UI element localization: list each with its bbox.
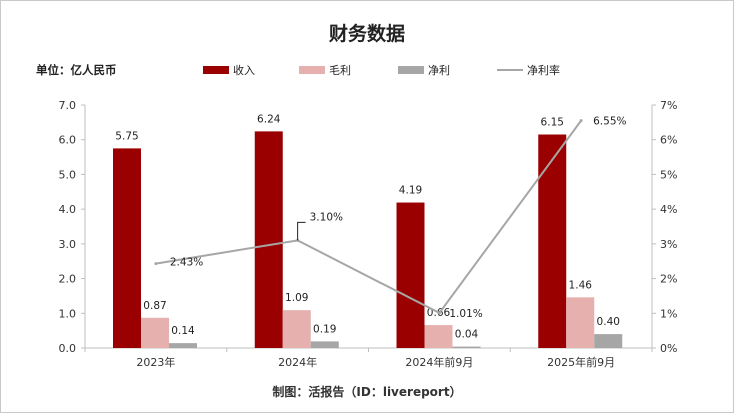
net-margin-data-label: 6.55%: [593, 116, 626, 128]
bar-data-label: 0.19: [313, 323, 336, 335]
legend-swatch: [203, 66, 229, 74]
y-left-tick-label: 6.0: [59, 134, 77, 147]
bar-data-label: 5.75: [115, 130, 138, 142]
x-tick-label: 2023年: [136, 355, 175, 369]
bar-net_profit: [310, 341, 339, 348]
bar-revenue: [538, 134, 567, 348]
net-margin-data-label: 3.10%: [310, 211, 343, 223]
net-margin-point: [579, 119, 583, 123]
y-right-tick-label: 3%: [660, 238, 677, 251]
legend-label: 收入: [233, 63, 255, 77]
y-left-tick-label: 0.0: [59, 342, 77, 355]
legend-swatch: [398, 66, 424, 74]
unit-label: 单位：亿人民币: [36, 63, 117, 77]
y-right-tick-label: 5%: [660, 168, 677, 181]
y-left-tick-label: 4.0: [59, 203, 77, 216]
bar-revenue: [113, 148, 141, 348]
bar-data-label: 0.04: [455, 329, 479, 341]
net-margin-line: [155, 120, 582, 315]
net-margin-data-label: 2.43%: [170, 257, 203, 269]
bar-data-label: 6.15: [541, 117, 564, 129]
bar-data-label: 6.24: [257, 113, 281, 125]
net-margin-point: [437, 311, 441, 315]
bar-data-label: 4.19: [399, 185, 422, 197]
x-tick-label: 2025年前9月: [547, 355, 615, 369]
legend-label: 净利: [428, 63, 450, 77]
y-left-tick-label: 2.0: [59, 273, 77, 286]
y-right-tick-label: 6%: [660, 134, 677, 147]
chart-title: 财务数据: [328, 23, 405, 45]
bar-data-label: 1.09: [285, 292, 308, 304]
x-tick-label: 2024年: [278, 355, 317, 369]
bar-net_profit: [594, 334, 623, 348]
y-left-tick-label: 1.0: [59, 307, 77, 320]
bar-net_profit: [452, 346, 481, 348]
y-right-tick-label: 0%: [660, 342, 677, 355]
bar-gross_profit: [424, 325, 453, 348]
net-margin-label-leader: [297, 221, 306, 241]
y-right-tick-label: 2%: [660, 273, 677, 286]
y-left-tick-label: 3.0: [59, 238, 77, 251]
legend-label: 净利率: [527, 63, 560, 77]
bar-data-label: 0.14: [171, 325, 195, 337]
bar-data-label: 1.46: [569, 279, 593, 291]
bar-gross_profit: [282, 310, 311, 348]
y-left-tick-label: 7.0: [59, 99, 77, 112]
bar-gross_profit: [141, 317, 169, 348]
chart-footer: 制图：活报告（ID：livereport）: [272, 385, 462, 399]
bar-data-label: 0.87: [143, 300, 166, 312]
legend-label: 毛利: [329, 64, 351, 77]
net-margin-data-label: 1.01%: [449, 308, 482, 320]
y-right-tick-label: 7%: [660, 99, 677, 112]
y-right-tick-label: 1%: [660, 307, 677, 320]
bar-revenue: [254, 131, 283, 348]
net-margin-point: [154, 262, 158, 266]
bar-gross_profit: [566, 297, 595, 348]
y-right-tick-label: 4%: [660, 203, 677, 216]
x-tick-label: 2024年前9月: [405, 355, 473, 369]
bar-revenue: [396, 202, 425, 348]
y-left-tick-label: 5.0: [59, 168, 77, 181]
legend-swatch: [299, 66, 325, 74]
bar-net_profit: [169, 343, 197, 348]
bar-data-label: 0.40: [597, 316, 620, 328]
